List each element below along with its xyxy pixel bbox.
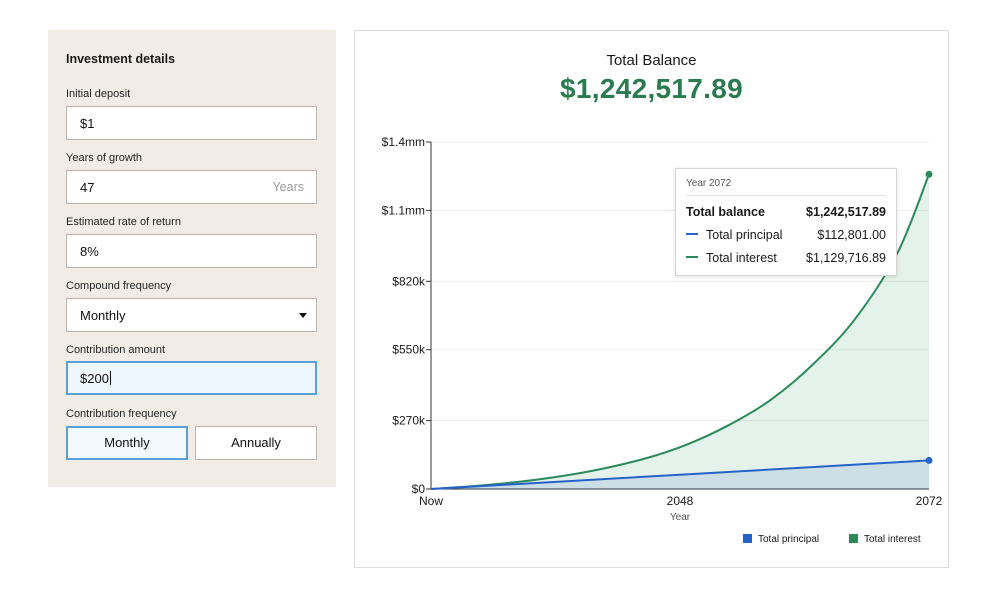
legend-principal-label: Total principal bbox=[758, 534, 820, 545]
years-value: 47 bbox=[80, 180, 95, 195]
rate-label: Estimated rate of return bbox=[66, 216, 181, 228]
years-label: Years of growth bbox=[66, 152, 143, 164]
tooltip-interest-label: Total interest bbox=[706, 251, 777, 265]
y-tick-label: $0 bbox=[412, 482, 426, 496]
total-balance-value: $1,242,517.89 bbox=[560, 73, 743, 104]
contribution-frequency-label: Contribution frequency bbox=[66, 408, 177, 420]
tooltip-principal-label: Total principal bbox=[706, 228, 783, 242]
interest-swatch-icon bbox=[849, 534, 858, 543]
interest-endpoint bbox=[925, 170, 933, 178]
x-tick-label: Now bbox=[419, 494, 443, 508]
x-tick-label: 2072 bbox=[916, 494, 943, 508]
rate-input[interactable]: 8% bbox=[66, 234, 317, 268]
y-tick-label: $1.4mm bbox=[382, 135, 425, 149]
principal-swatch-icon bbox=[743, 534, 752, 543]
total-balance-label: Total Balance bbox=[606, 52, 697, 69]
x-tick-label: 2048 bbox=[667, 494, 694, 508]
contribution-input[interactable]: $200 bbox=[66, 361, 317, 395]
interest-line-icon bbox=[686, 256, 698, 258]
interest-area bbox=[431, 174, 929, 489]
contribution-label: Contribution amount bbox=[66, 344, 166, 356]
compound-label: Compound frequency bbox=[66, 280, 172, 292]
y-tick-label: $270k bbox=[392, 414, 426, 428]
results-card: Total Balance $1,242,517.89 $0 $270k $550k… bbox=[354, 30, 949, 568]
interest-line bbox=[430, 173, 930, 490]
legend-interest-label: Total interest bbox=[864, 534, 921, 545]
tooltip-balance-value: $1,242,517.89 bbox=[806, 205, 886, 219]
contribution-value: $200 bbox=[80, 371, 111, 386]
y-tick-label: $550k bbox=[392, 343, 426, 357]
initial-deposit-label: Initial deposit bbox=[66, 88, 131, 100]
chevron-down-icon bbox=[299, 313, 307, 318]
tooltip-year: Year 2072 bbox=[686, 178, 732, 189]
principal-endpoint bbox=[925, 456, 933, 464]
growth-chart[interactable]: $0 $270k $550k $820k $1.1mm $1.4mm Now 2048 2072… bbox=[355, 31, 948, 567]
text-caret bbox=[109, 371, 111, 385]
compound-value: Monthly bbox=[80, 308, 126, 323]
tooltip-divider bbox=[686, 195, 886, 196]
rate-value: 8% bbox=[80, 244, 99, 259]
chart-tooltip: Year 2072 Total balance $1,242,517.89 To… bbox=[675, 168, 897, 276]
legend-item-interest[interactable]: Total interest bbox=[849, 534, 921, 545]
tooltip-balance-label: Total balance bbox=[686, 205, 765, 219]
y-tick-label: $820k bbox=[392, 274, 426, 288]
frequency-annually-button[interactable]: Annually bbox=[195, 426, 317, 460]
tooltip-interest-value: $1,129,716.89 bbox=[806, 251, 886, 265]
years-input[interactable]: 47 Years bbox=[66, 170, 317, 204]
tooltip-principal-value: $112,801.00 bbox=[817, 228, 886, 242]
investment-panel: Investment details Initial deposit $1 Ye… bbox=[48, 30, 336, 487]
compound-select[interactable]: Monthly bbox=[66, 298, 317, 332]
initial-deposit-value: $1 bbox=[80, 116, 95, 131]
initial-deposit-input[interactable]: $1 bbox=[66, 106, 317, 140]
legend-item-principal[interactable]: Total principal bbox=[743, 534, 819, 545]
frequency-monthly-button[interactable]: Monthly bbox=[66, 426, 188, 460]
y-tick-label: $1.1mm bbox=[382, 203, 425, 217]
years-suffix: Years bbox=[272, 180, 304, 194]
x-axis-label: Year bbox=[670, 512, 691, 523]
panel-title: Investment details bbox=[66, 52, 176, 66]
principal-line bbox=[430, 459, 930, 490]
principal-line-icon bbox=[686, 233, 698, 235]
